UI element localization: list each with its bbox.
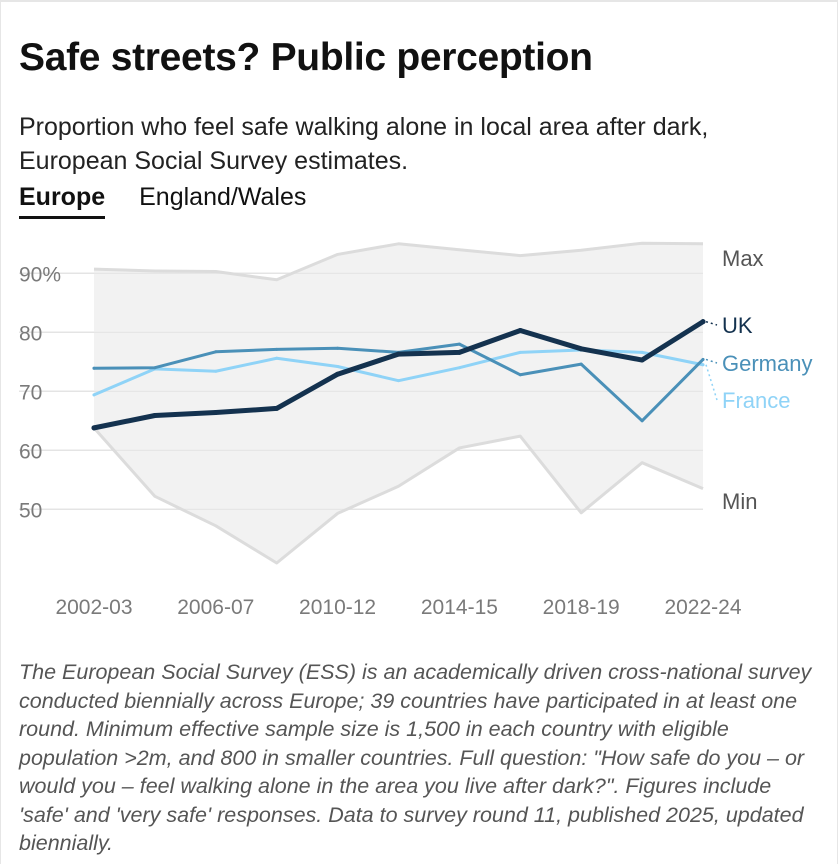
data-point-germany (457, 342, 461, 346)
tab-europe[interactable]: Europe (19, 183, 106, 219)
data-point-uk (578, 346, 584, 352)
range-band (94, 243, 703, 563)
data-point-germany (640, 419, 644, 423)
page-subtitle: Proportion who feel safe walking alone i… (19, 113, 709, 175)
x-tick-label: 2006-07 (177, 596, 254, 619)
data-point-germany (579, 362, 583, 366)
x-tick-label: 2014-15 (421, 596, 498, 619)
data-point-uk (213, 410, 219, 416)
y-tick-label: 80 (19, 322, 42, 345)
data-point-germany (153, 366, 157, 370)
data-point-uk (335, 371, 341, 377)
tab-bar: Europe England/Wales (19, 183, 306, 219)
data-point-france (701, 363, 705, 367)
uk-label-leader (705, 320, 718, 326)
data-point-uk (274, 405, 280, 411)
france-label: France (722, 388, 790, 413)
data-point-uk (456, 349, 462, 355)
data-point-germany (214, 350, 218, 354)
min-label: Min (722, 489, 757, 514)
footnote: The European Social Survey (ESS) is an a… (19, 660, 812, 855)
data-point-france (518, 350, 522, 354)
x-tick-label: 2002-03 (55, 596, 132, 619)
data-point-uk (517, 328, 523, 334)
data-point-france (92, 393, 96, 397)
germany-label-leader (705, 358, 718, 364)
max-label: Max (722, 246, 764, 271)
data-point-germany (336, 346, 340, 350)
data-point-uk (396, 351, 401, 357)
uk-label: UK (722, 313, 753, 338)
y-tick-label: 50 (19, 499, 42, 522)
y-tick-label: 70 (19, 381, 42, 404)
france-label-leader (705, 364, 718, 401)
data-point-france (640, 350, 644, 354)
data-point-germany (275, 347, 279, 351)
data-point-germany (92, 366, 96, 370)
y-tick-label: 90% (19, 263, 61, 286)
data-point-germany (518, 373, 522, 377)
max-line (93, 241, 704, 282)
y-tick-label: 60 (19, 440, 42, 463)
page-title: Safe streets? Public perception (19, 36, 593, 79)
data-point-france (457, 366, 461, 370)
x-tick-label: 2022-24 (664, 596, 741, 619)
data-point-france (214, 369, 218, 373)
x-tick-label: 2018-19 (543, 596, 620, 619)
data-point-france (397, 379, 400, 383)
data-point-uk (152, 412, 158, 418)
data-point-france (336, 365, 340, 369)
data-point-germany (701, 357, 705, 361)
min-line (92, 426, 704, 565)
data-point-uk (700, 319, 706, 325)
line-chart: 50 60 70 80 90% Max UK Germany France Min 2002-03 2… (19, 241, 812, 619)
x-tick-label: 2010-12 (299, 596, 376, 619)
tab-england-wales[interactable]: England/Wales (139, 183, 307, 211)
data-point-uk (91, 425, 97, 431)
data-point-uk (639, 357, 645, 363)
germany-label: Germany (722, 351, 812, 376)
data-point-france (275, 356, 279, 360)
